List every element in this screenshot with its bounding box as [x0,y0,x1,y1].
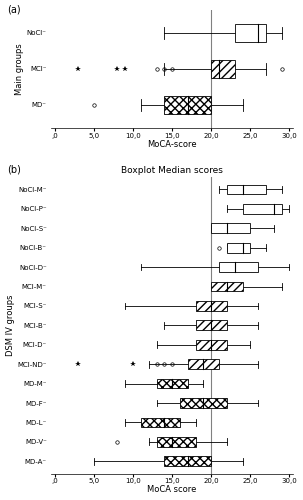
Y-axis label: DSM IV groups: DSM IV groups [5,294,15,356]
Bar [196,340,227,349]
Bar [242,204,281,214]
Bar [211,60,235,78]
Bar [211,224,250,233]
Title: Boxplot Median scores: Boxplot Median scores [121,166,223,174]
Y-axis label: Main groups: Main groups [15,43,24,95]
Bar [157,378,188,388]
Bar [188,360,219,369]
Text: (b): (b) [7,165,21,175]
Bar [141,418,180,428]
Bar [180,398,227,408]
Bar [164,96,211,114]
Bar [219,262,258,272]
Bar [196,320,227,330]
Bar [157,437,196,446]
Bar [227,243,250,252]
Bar [227,184,266,194]
Bar [211,282,242,292]
X-axis label: MoCA score: MoCA score [148,486,197,494]
Bar [164,456,211,466]
X-axis label: MoCA-score: MoCA-score [147,140,197,149]
Bar [235,24,266,42]
Text: (a): (a) [7,5,21,15]
Bar [196,301,227,311]
